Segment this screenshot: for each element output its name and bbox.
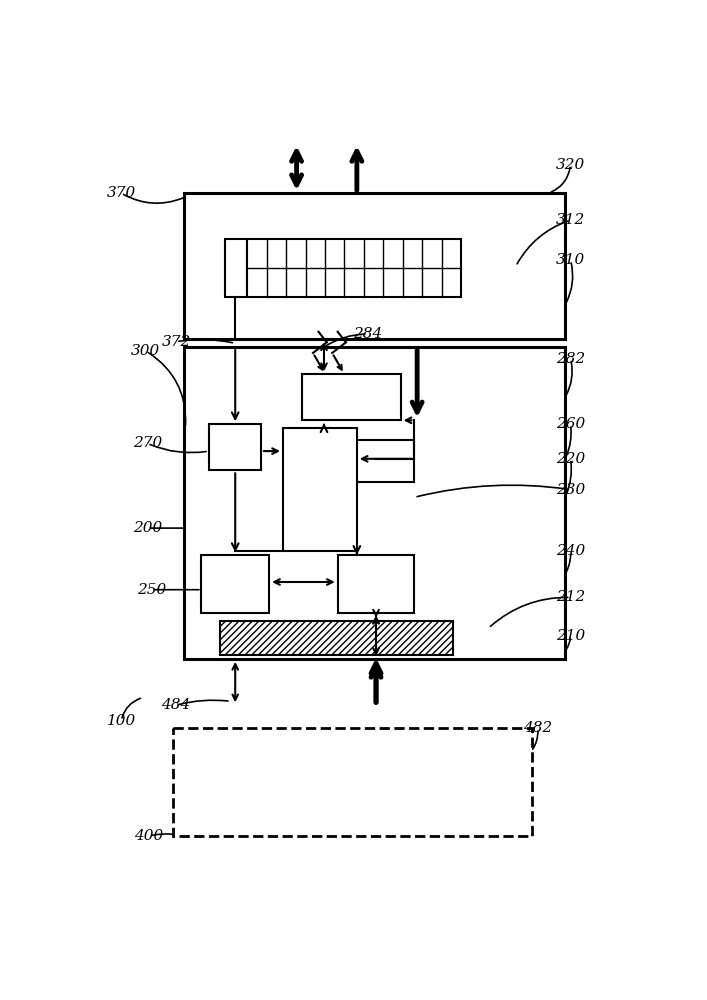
Text: 300: 300 (132, 344, 160, 358)
Text: 310: 310 (556, 253, 585, 267)
Text: 260: 260 (556, 417, 585, 431)
Text: 210: 210 (556, 629, 585, 643)
Bar (302, 374, 401, 420)
Text: 312: 312 (556, 213, 585, 227)
Bar (185, 347, 565, 659)
Text: 484: 484 (161, 698, 191, 712)
Text: 482: 482 (523, 721, 552, 735)
Text: 370: 370 (107, 186, 136, 200)
Text: 282: 282 (556, 352, 585, 366)
Bar (226, 239, 247, 297)
Bar (338, 555, 414, 613)
Text: 212: 212 (556, 590, 585, 604)
Text: 230: 230 (556, 483, 585, 497)
Bar (247, 239, 461, 297)
Bar (185, 193, 565, 339)
Bar (173, 728, 532, 836)
Text: 400: 400 (134, 829, 163, 843)
Bar (201, 555, 269, 613)
Text: 240: 240 (556, 544, 585, 558)
Text: 320: 320 (556, 158, 585, 172)
Text: 270: 270 (133, 436, 162, 450)
Text: 372: 372 (161, 335, 191, 349)
Text: 200: 200 (133, 521, 162, 535)
Text: 284: 284 (354, 327, 382, 341)
Text: 220: 220 (556, 452, 585, 466)
Bar (220, 620, 452, 655)
Bar (338, 440, 414, 482)
Bar (209, 424, 261, 470)
Text: 250: 250 (136, 583, 166, 597)
Bar (283, 428, 357, 551)
Text: 100: 100 (107, 714, 136, 728)
